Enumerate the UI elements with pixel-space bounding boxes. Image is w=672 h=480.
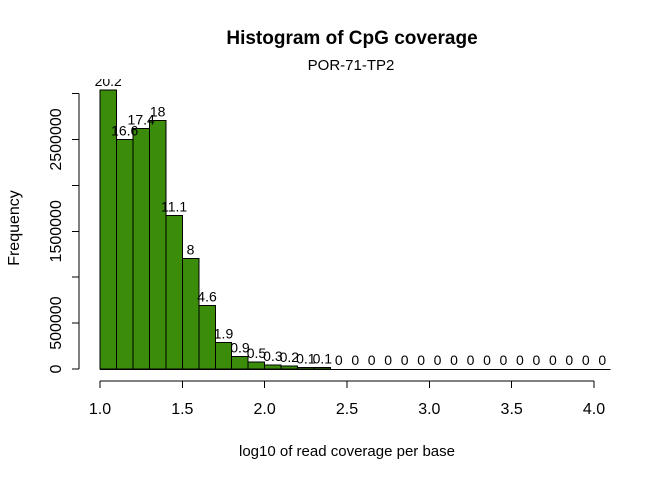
bar-percent-label: 0 (483, 352, 491, 368)
bar-percent-label: 4.6 (197, 288, 217, 304)
histogram-bar (280, 365, 299, 370)
x-tick-label: 3.0 (418, 401, 440, 418)
bar-percent-label: 0 (549, 352, 557, 368)
bars-group (99, 89, 611, 370)
bar-percent-label: 0 (401, 352, 409, 368)
bar-percent-label: 0.3 (263, 348, 283, 364)
bar-percent-label: 0 (368, 352, 376, 368)
bar-percent-label: 0 (351, 352, 359, 368)
bar-percent-label: 0.5 (247, 345, 267, 361)
bar-percent-label: 0 (582, 352, 590, 368)
bar-percent-label: 17.4 (128, 112, 155, 128)
x-tick-label: 4.0 (583, 401, 605, 418)
x-tick-label: 2.0 (254, 401, 276, 418)
x-tick-label: 2.5 (336, 401, 358, 418)
y-tick-label: 1500000 (48, 200, 65, 262)
bar-percent-label: 0.1 (296, 351, 316, 367)
chart-subtitle: POR-71-TP2 (308, 57, 395, 74)
y-axis: 0 500000 1500000 2500000 (48, 93, 80, 373)
histogram-bar (181, 257, 200, 370)
y-tick-label: 500000 (48, 296, 65, 349)
bar-percent-label: 8 (187, 241, 195, 257)
histogram-bar (165, 215, 183, 370)
histogram-bar (313, 367, 332, 370)
bar-percent-label: 18 (150, 103, 166, 119)
bar-percent-label: 0.1 (313, 351, 333, 367)
histogram-bar (132, 128, 150, 370)
y-axis-label: Frequency (6, 190, 23, 266)
bar-percent-label: 0 (516, 352, 524, 368)
histogram-bar (297, 367, 315, 370)
bar-percent-label: 1.9 (214, 326, 234, 342)
x-tick-label: 1.5 (171, 401, 193, 418)
x-tick-label: 3.5 (501, 401, 523, 418)
bar-percent-label: 0 (532, 352, 540, 368)
y-tick-label: 0 (48, 364, 65, 373)
bar-percent-label: 0 (467, 352, 475, 368)
chart-title: Histogram of CpG coverage (226, 28, 477, 49)
bar-percent-label: 0 (384, 352, 392, 368)
bar-percent-label: 0 (335, 352, 343, 368)
bar-percent-label: 0 (434, 352, 442, 368)
bar-percent-label: 0 (417, 352, 425, 368)
bar-percent-label: 0 (500, 352, 508, 368)
histogram-bar (148, 119, 167, 370)
bar-percent-label: 0 (598, 352, 606, 368)
bar-percent-label: 20.2 (95, 73, 122, 89)
y-tick-label: 2500000 (48, 108, 65, 170)
x-axis-label: log10 of read coverage per base (239, 443, 455, 460)
histogram-bar (115, 139, 134, 370)
x-tick-label: 1.0 (89, 401, 111, 418)
bar-percent-label: 0.9 (230, 340, 250, 356)
bar-percent-label: 0 (450, 352, 458, 368)
bar-percent-label: 11.1 (161, 199, 187, 215)
bar-percent-label: 0.2 (280, 349, 300, 365)
bar-percent-label: 0 (565, 352, 573, 368)
bar-percent-label: 16.6 (111, 123, 138, 139)
bar-labels-group: 20.216.617.41811.184.61.90.90.50.30.20.1… (95, 73, 607, 368)
histogram-bar (264, 364, 282, 370)
x-axis: 1.0 1.5 2.0 2.5 3.0 3.5 4.0 (89, 380, 605, 418)
